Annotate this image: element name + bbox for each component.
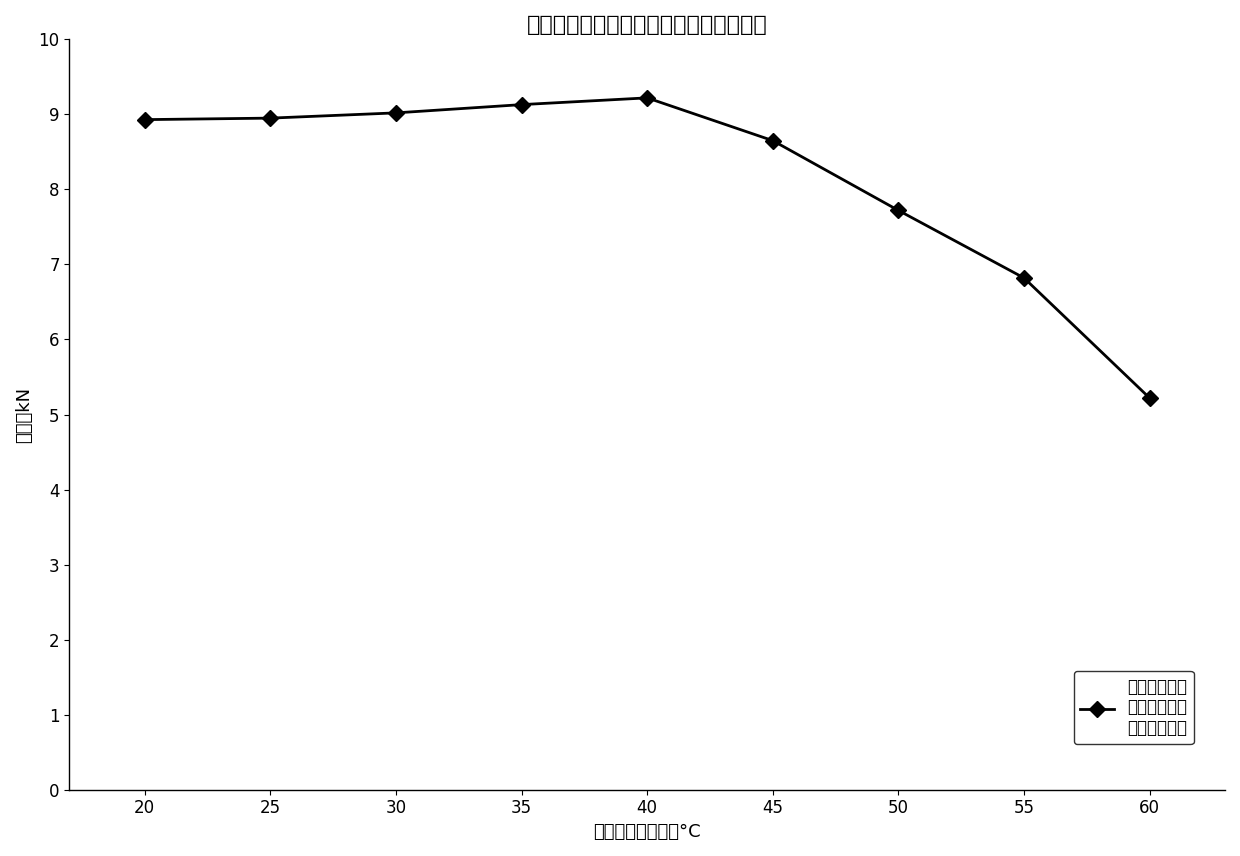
马歇尔试件在
不同养护温度
下的强度对比 [640,92,655,103]
马歇尔试件在
不同养护温度
下的强度对比 [1017,273,1032,283]
马歇尔试件在
不同养护温度
下的强度对比 [892,205,906,216]
Y-axis label: 稳定度kN: 稳定度kN [15,386,33,443]
X-axis label: 恒温水槽养护温度°C: 恒温水槽养护温度°C [594,823,701,841]
Line: 马歇尔试件在
不同养护温度
下的强度对比: 马歇尔试件在 不同养护温度 下的强度对比 [139,92,1156,403]
Legend: 马歇尔试件在
不同养护温度
下的强度对比: 马歇尔试件在 不同养护温度 下的强度对比 [1074,671,1194,744]
马歇尔试件在
不同养护温度
下的强度对比 [1142,393,1157,403]
马歇尔试件在
不同养护温度
下的强度对比 [388,108,403,118]
马歇尔试件在
不同养护温度
下的强度对比 [263,113,278,123]
马歇尔试件在
不同养护温度
下的强度对比 [515,99,529,110]
马歇尔试件在
不同养护温度
下的强度对比 [765,135,780,146]
Title: 马歇尔试件在不同养护温度下的强度对比: 马歇尔试件在不同养护温度下的强度对比 [527,15,768,35]
马歇尔试件在
不同养护温度
下的强度对比 [138,115,153,125]
